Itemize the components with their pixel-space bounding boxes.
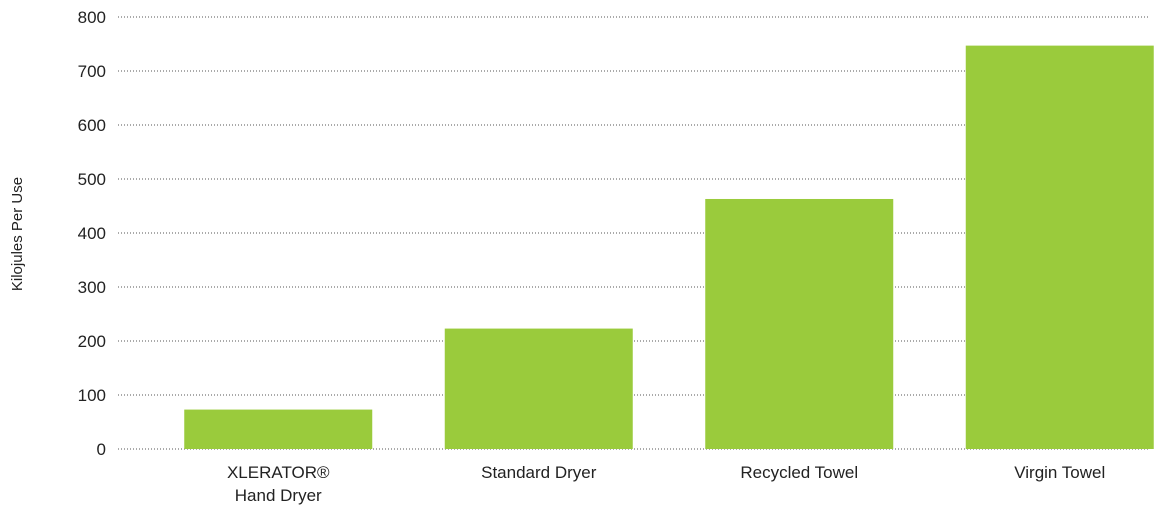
y-tick-label: 300: [78, 278, 106, 297]
y-tick-label: 800: [78, 8, 106, 27]
x-axis-labels: XLERATOR® Hand Dryer Standard Dryer Recycle…: [227, 463, 1105, 505]
y-tick-label: 600: [78, 116, 106, 135]
y-tick-label: 200: [78, 332, 106, 351]
x-category-label: XLERATOR®: [227, 463, 330, 482]
bar: [444, 328, 633, 449]
x-category-label: Hand Dryer: [235, 486, 322, 505]
y-tick-label: 0: [97, 440, 106, 459]
bars: [184, 45, 1154, 450]
y-axis-ticks: 0 100 200 300 400 500 600 700 800: [78, 8, 106, 459]
bar: [965, 45, 1154, 450]
y-tick-label: 400: [78, 224, 106, 243]
bar: [705, 198, 894, 449]
x-category-label: Virgin Towel: [1014, 463, 1105, 482]
gridlines: [118, 16, 1150, 450]
y-tick-label: 500: [78, 170, 106, 189]
x-category-label: Standard Dryer: [481, 463, 597, 482]
bar: [184, 409, 373, 449]
y-tick-label: 100: [78, 386, 106, 405]
y-axis-title: Kilojules Per Use: [9, 177, 26, 291]
y-tick-label: 700: [78, 62, 106, 81]
x-category-label: Recycled Towel: [740, 463, 858, 482]
